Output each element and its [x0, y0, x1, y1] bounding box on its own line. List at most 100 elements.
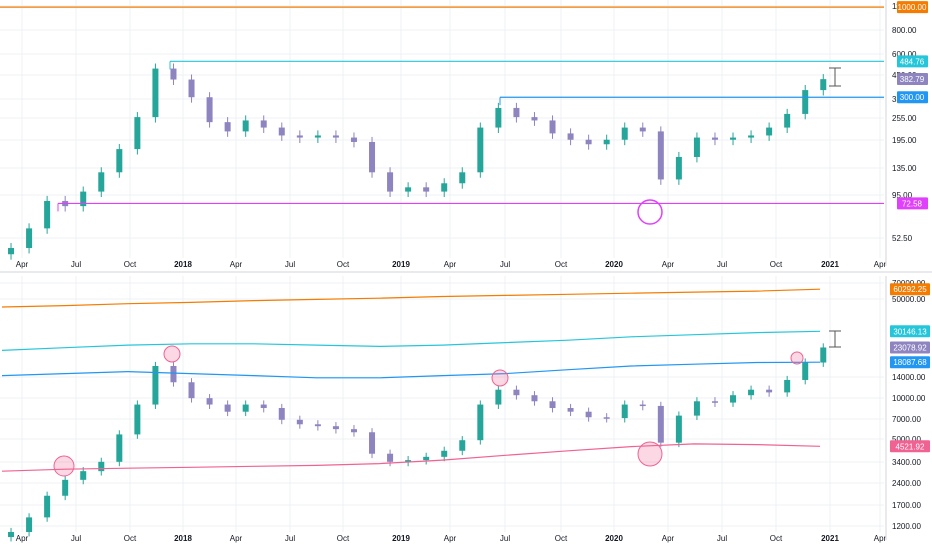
panel1-price-label: 382.79	[900, 75, 925, 84]
panel1-x-tick-label: Jul	[717, 260, 727, 269]
panel2-x-tick-label: 2021	[821, 534, 839, 543]
panel2-x-tick-label: Apr	[16, 534, 29, 543]
panel1-price-label: 484.76	[900, 57, 925, 66]
blue-line	[1, 361, 821, 379]
panel2-x-tick-label: Jul	[285, 534, 295, 543]
panel2-x-tick-label: Apr	[662, 534, 675, 543]
panel2-candle-body	[26, 517, 33, 532]
panel2-candle-body	[441, 450, 448, 457]
panel2-candle-body	[278, 408, 285, 420]
panel2-x-tick-label: Oct	[770, 534, 783, 543]
panel1-price-label: 300.00	[900, 93, 925, 102]
panel1-x-tick-label: Apr	[874, 260, 887, 269]
panel1-price-label: 1000.00	[898, 3, 927, 12]
panel2-y-tick-label: 10000.00	[892, 394, 926, 403]
panel1-candle-body	[350, 137, 357, 142]
panel1-candle-body	[441, 183, 448, 192]
panel2-y-tick-label: 3400.00	[892, 458, 921, 467]
panel1-candle-body	[80, 191, 87, 207]
panel1-x-tick-label: Apr	[16, 260, 29, 269]
panel2-candle-body	[675, 415, 682, 443]
panel2-candle-body	[585, 411, 592, 418]
panel1-price-tag	[897, 55, 928, 68]
panel1-y-tick-label: 255.00	[892, 114, 917, 123]
panel1-candle-body	[585, 139, 592, 145]
panel2-x-tick-label: Apr	[874, 534, 887, 543]
panel1-y-tick-label: 135.00	[892, 164, 917, 173]
cyan-line	[1, 330, 821, 351]
panel1-candle-body	[477, 127, 484, 173]
panel1-candle-body	[549, 120, 556, 134]
panel1-x-tick-label: Oct	[555, 260, 568, 269]
panel1-price-tag	[897, 197, 928, 210]
panel1-candle-body	[405, 187, 412, 192]
panel2-candle-body	[621, 404, 628, 419]
panel1-candle-body	[387, 172, 394, 192]
panel1-candle-body	[730, 137, 737, 140]
panel2-highlight-circle	[163, 345, 181, 363]
panel2-price-label: 4521.92	[896, 442, 925, 451]
panel2-candle-body	[224, 404, 231, 412]
panel2-candle-body	[62, 479, 69, 496]
panel1-y-tick-label: 600.00	[892, 50, 917, 59]
panel1-candle-body	[242, 120, 249, 132]
panel2-highlight-circle	[637, 441, 663, 467]
panel2-x-tick-label: Oct	[124, 534, 137, 543]
panel1-candle-body	[748, 135, 755, 138]
panel1-candle-body	[8, 248, 15, 255]
panel2-candle-body	[188, 382, 195, 399]
panel1-y-tick-label: 95.00	[892, 191, 913, 200]
panel2-price-tag	[890, 283, 930, 296]
panel1-candle-body	[675, 156, 682, 180]
panel2-candle-body	[513, 389, 520, 396]
panel2-candle-body	[369, 432, 376, 454]
panel2-x-tick-label: Oct	[337, 534, 350, 543]
panel2-candle-body	[80, 471, 87, 480]
panel2-x-tick-label: Jul	[500, 534, 510, 543]
panel2-price-tag	[890, 440, 930, 453]
panel1-candle-body	[26, 228, 33, 249]
pink-line	[1, 443, 821, 472]
panel1-y-tick-label: 52.50	[892, 234, 913, 243]
panel2-price-label: 60292.25	[893, 285, 927, 294]
panel2-highlight-circle	[790, 351, 804, 365]
panel1-x-tick-label: Oct	[124, 260, 137, 269]
panel2-candle-body	[8, 532, 15, 538]
panel1-candle-body	[44, 200, 51, 229]
panel1-candle-body	[459, 172, 466, 184]
panel2-candle-body	[242, 404, 249, 412]
panel1-x-tick-label: Oct	[770, 260, 783, 269]
panel2-x-tick-label: Jul	[71, 534, 81, 543]
panel1-candle-body	[513, 107, 520, 118]
panel2-y-tick-label: 7000.00	[892, 415, 921, 424]
panel1-candle-body	[206, 97, 213, 123]
panel1-candle-body	[134, 117, 141, 150]
panel2-candle-body	[260, 404, 267, 409]
panel1-x-tick-label: 2018	[174, 260, 192, 269]
panel2-candle-body	[152, 365, 159, 405]
panel1-candle-body	[657, 131, 664, 180]
panel1-x-tick-label: 2021	[821, 260, 839, 269]
panel2-candle-body	[477, 404, 484, 441]
panel2-y-tick-label: 14000.00	[892, 373, 926, 382]
panel1-candle-body	[152, 68, 159, 118]
panel2-candle-body	[730, 395, 737, 403]
panel2-candle-body	[134, 404, 141, 435]
panel1-highlight-circle	[637, 199, 663, 225]
panel1-candle-body	[567, 133, 574, 140]
panel1-x-tick-label: 2019	[392, 260, 410, 269]
panel1-candle-body	[639, 127, 646, 132]
panel2-price-label: 23078.92	[893, 343, 927, 352]
panel2-x-tick-label: 2020	[605, 534, 623, 543]
panel1-candle-body	[260, 120, 267, 128]
panel1-x-tick-label: 2020	[605, 260, 623, 269]
panel2-price-label: 18087.68	[893, 358, 927, 367]
panel2-candle-body	[405, 460, 412, 462]
panel2-candle-body	[657, 405, 664, 443]
panel1-candle-body	[296, 135, 303, 138]
panel2-x-tick-label: Jul	[717, 534, 727, 543]
panel2-candle-body	[350, 429, 357, 433]
panel1-candle-body	[784, 113, 791, 128]
panel1-candle-body	[170, 68, 177, 80]
